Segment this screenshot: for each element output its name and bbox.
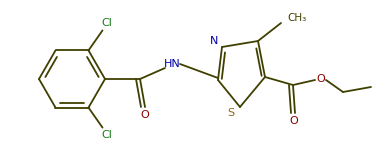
Text: Cl: Cl	[101, 130, 112, 140]
Text: CH₃: CH₃	[287, 13, 306, 23]
Text: O: O	[141, 110, 149, 120]
Text: N: N	[210, 36, 218, 46]
Text: O: O	[290, 116, 298, 126]
Text: HN: HN	[164, 59, 180, 69]
Text: S: S	[227, 108, 235, 118]
Text: Cl: Cl	[101, 18, 112, 28]
Text: O: O	[317, 74, 325, 84]
